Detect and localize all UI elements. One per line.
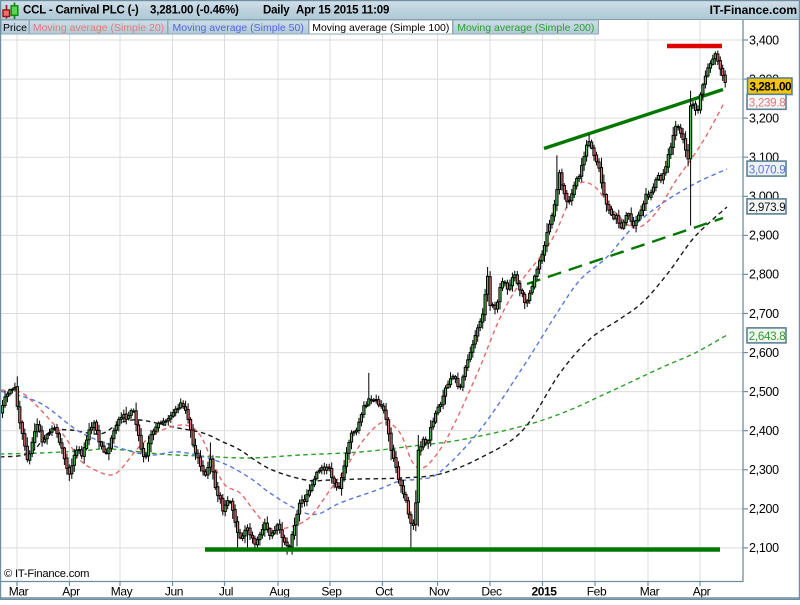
svg-text:Daily: Daily xyxy=(263,5,290,17)
svg-text:2,100: 2,100 xyxy=(749,541,779,555)
svg-text:Apr 15 2015 11:09: Apr 15 2015 11:09 xyxy=(296,5,389,17)
svg-text:Dec: Dec xyxy=(481,585,502,599)
svg-text:Moving average (Simple 200): Moving average (Simple 200) xyxy=(457,22,594,34)
svg-text:Jun: Jun xyxy=(165,585,183,599)
svg-text:Moving average (Simple 20): Moving average (Simple 20) xyxy=(33,22,164,34)
svg-text:Feb: Feb xyxy=(587,585,607,599)
svg-text:Jul: Jul xyxy=(219,585,233,599)
svg-text:2,500: 2,500 xyxy=(749,385,779,399)
svg-text:3,281.00 (-0.46%): 3,281.00 (-0.46%) xyxy=(150,5,239,17)
svg-text:May: May xyxy=(111,585,133,599)
svg-text:2,700: 2,700 xyxy=(749,307,779,321)
svg-text:Nov: Nov xyxy=(429,585,450,599)
svg-text:2,973.9: 2,973.9 xyxy=(749,201,786,214)
svg-text:2,800: 2,800 xyxy=(749,268,779,282)
svg-text:Mar: Mar xyxy=(9,585,29,599)
svg-text:2,643.8: 2,643.8 xyxy=(749,330,786,343)
svg-text:3,239.8: 3,239.8 xyxy=(749,97,786,110)
svg-text:2,300: 2,300 xyxy=(749,463,779,477)
svg-text:© IT-Finance.com: © IT-Finance.com xyxy=(4,568,89,580)
svg-text:3,200: 3,200 xyxy=(749,111,779,125)
svg-text:Mar: Mar xyxy=(640,585,660,599)
svg-text:Apr: Apr xyxy=(62,585,80,599)
svg-text:2,400: 2,400 xyxy=(749,424,779,438)
svg-text:2015: 2015 xyxy=(531,585,557,599)
svg-text:IT-Finance.com: IT-Finance.com xyxy=(710,3,797,17)
svg-text:CCL - Carnival PLC (-): CCL - Carnival PLC (-) xyxy=(23,5,139,17)
svg-text:2,900: 2,900 xyxy=(749,229,779,243)
svg-text:Aug: Aug xyxy=(269,585,289,599)
svg-text:3,070.9: 3,070.9 xyxy=(749,163,786,176)
svg-text:Moving average (Simple 50): Moving average (Simple 50) xyxy=(173,22,304,34)
svg-text:Price: Price xyxy=(3,22,27,34)
svg-text:2,200: 2,200 xyxy=(749,502,779,516)
svg-text:2,600: 2,600 xyxy=(749,346,779,360)
svg-text:3,281.00: 3,281.00 xyxy=(750,80,793,94)
svg-text:Apr: Apr xyxy=(693,585,711,599)
svg-text:Sep: Sep xyxy=(321,585,342,599)
svg-text:Oct: Oct xyxy=(375,585,394,599)
svg-text:Moving average (Simple 100): Moving average (Simple 100) xyxy=(312,22,449,34)
svg-text:3,400: 3,400 xyxy=(749,33,779,47)
